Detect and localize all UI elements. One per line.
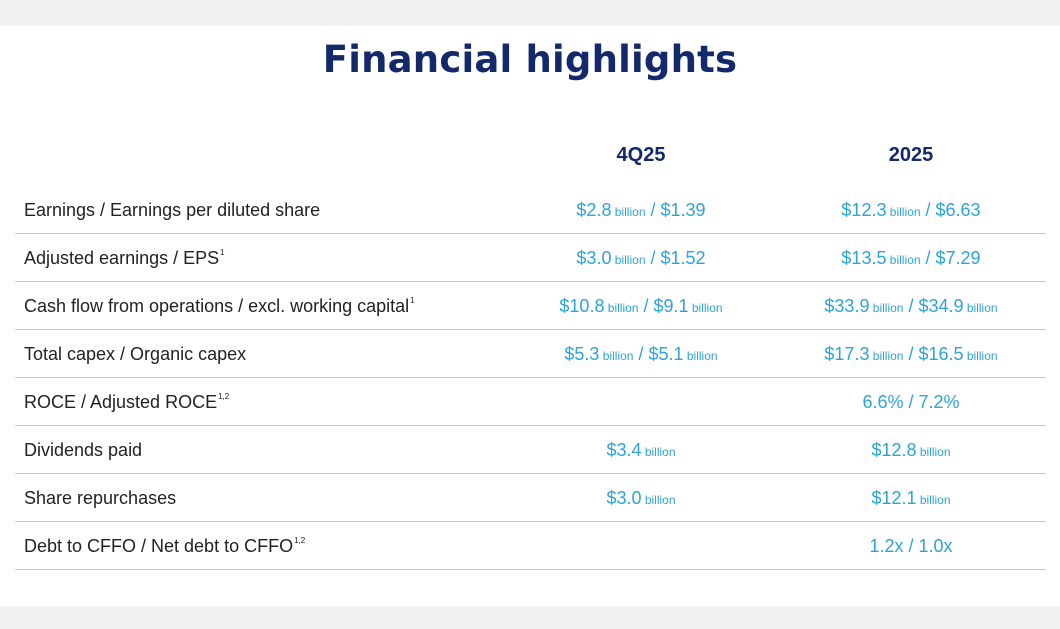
table-row: Adjusted earnings / EPS1 $3.0 billion / … bbox=[15, 234, 1046, 282]
value-2025: 6.6% / 7.2% bbox=[862, 392, 960, 412]
page-title: Financial highlights bbox=[322, 38, 738, 81]
row-label: Share repurchases bbox=[24, 488, 177, 508]
value-4q25: $5.3 billion / $5.1 billion bbox=[564, 344, 718, 364]
value-2025: $12.8 billion bbox=[871, 440, 951, 460]
value-2025: $13.5 billion / $7.29 bbox=[841, 248, 981, 268]
row-label: Dividends paid bbox=[24, 440, 143, 460]
row-label: Earnings / Earnings per diluted share bbox=[24, 200, 321, 220]
footnote-marker: 1,2 bbox=[294, 536, 306, 545]
table-row: Earnings / Earnings per diluted share $2… bbox=[15, 186, 1046, 234]
highlights-table: Earnings / Earnings per diluted share $2… bbox=[15, 186, 1046, 570]
value-2025: $12.1 billion bbox=[871, 488, 951, 508]
column-header-2025: 2025 bbox=[888, 144, 934, 166]
value-2025: $12.3 billion / $6.63 bbox=[841, 200, 981, 220]
value-4q25: $3.0 billion bbox=[606, 488, 676, 508]
value-4q25: $3.0 billion / $1.52 bbox=[576, 248, 706, 268]
table-row: ROCE / Adjusted ROCE1,2 6.6% / 7.2% bbox=[15, 378, 1046, 426]
footnote-marker: 1 bbox=[410, 296, 415, 305]
value-4q25: $10.8 billion / $9.1 billion bbox=[559, 296, 723, 316]
row-label: Total capex / Organic capex bbox=[24, 344, 247, 364]
financial-highlights-card: Financial highlights 4Q25 2025 Earnings … bbox=[0, 26, 1060, 606]
value-4q25: $3.4 billion bbox=[606, 440, 676, 460]
row-label: Adjusted earnings / EPS1 bbox=[24, 248, 225, 268]
table-row: Cash flow from operations / excl. workin… bbox=[15, 282, 1046, 330]
row-label: ROCE / Adjusted ROCE1,2 bbox=[24, 392, 230, 412]
column-header-4q25: 4Q25 bbox=[616, 144, 666, 166]
table-row: Share repurchases $3.0 billion $12.1 bil… bbox=[15, 474, 1046, 522]
value-4q25: $2.8 billion / $1.39 bbox=[576, 200, 706, 220]
footnote-marker: 1 bbox=[220, 248, 225, 257]
row-label: Cash flow from operations / excl. workin… bbox=[24, 296, 415, 316]
value-2025: $33.9 billion / $34.9 billion bbox=[824, 296, 998, 316]
row-label: Debt to CFFO / Net debt to CFFO1,2 bbox=[24, 536, 306, 556]
table-row: Debt to CFFO / Net debt to CFFO1,2 1.2x … bbox=[15, 522, 1046, 570]
table-row: Dividends paid $3.4 billion $12.8 billio… bbox=[15, 426, 1046, 474]
footnote-marker: 1,2 bbox=[218, 392, 230, 401]
table-row: Total capex / Organic capex $5.3 billion… bbox=[15, 330, 1046, 378]
value-2025: $17.3 billion / $16.5 billion bbox=[824, 344, 998, 364]
value-2025: 1.2x / 1.0x bbox=[869, 536, 953, 556]
